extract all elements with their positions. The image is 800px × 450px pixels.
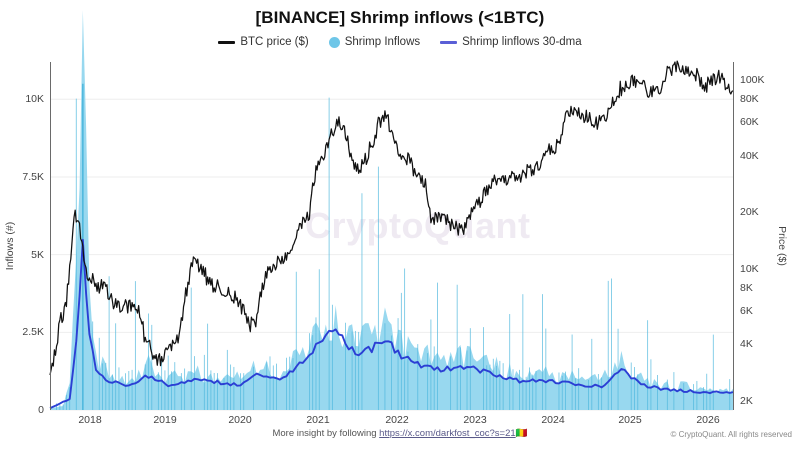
chart-title: [BINANCE] Shrimp inflows (<1BTC) xyxy=(255,8,545,27)
y-tick-right-2K: 2K xyxy=(740,395,753,408)
footer-link[interactable]: https://x.com/darkfost_coc?s=21 xyxy=(379,428,516,439)
y-tick-left-7_5K: 7.5K xyxy=(22,170,44,183)
x-tick-2023: 2023 xyxy=(463,414,487,426)
copyright-notice: © CryptoQuant. All rights reserved xyxy=(670,430,793,439)
y-tick-right-40K: 40K xyxy=(740,149,759,162)
footer-credit: More insight by following https://x.com/… xyxy=(0,428,800,439)
footer-flag-icon: 🇲🇱 xyxy=(515,428,528,439)
legend-item-btc-price[interactable]: BTC price ($) xyxy=(218,36,309,48)
y-tick-right-10K: 10K xyxy=(740,263,759,276)
series-shrimp-inflows-area xyxy=(50,10,733,410)
y-tick-right-4K: 4K xyxy=(740,338,753,351)
y-tick-right-8K: 8K xyxy=(740,281,753,294)
x-tick-2024: 2024 xyxy=(541,414,565,426)
legend-item-shrimp-inflows[interactable]: Shrimp Inflows xyxy=(328,36,421,48)
y-tick-left-2_5K: 2.5K xyxy=(22,326,44,339)
y-tick-left-5K: 5K xyxy=(31,248,44,261)
footer-prefix: More insight by following xyxy=(272,428,380,439)
y-tick-right-20K: 20K xyxy=(740,206,759,219)
legend-item-shrimp-30dma[interactable]: Shrimp linflows 30-dma xyxy=(440,36,582,48)
y-tick-right-6K: 6K xyxy=(740,305,753,318)
legend-line-swatch-30dma xyxy=(440,40,458,44)
legend-dot-swatch-inflows xyxy=(328,36,340,48)
y-tick-right-100K: 100K xyxy=(740,74,765,87)
y-axis-left-line xyxy=(50,62,52,410)
y-tick-left-0: 0 xyxy=(38,404,44,416)
chart-legend: BTC price ($) Shrimp Inflows Shrimp linf… xyxy=(0,36,800,48)
series-btc-price-line xyxy=(49,60,734,376)
y-axis-right-line xyxy=(733,62,735,410)
y-axis-left-title: Inflows (#) xyxy=(4,221,17,271)
legend-label-btc-price: BTC price ($) xyxy=(240,36,309,48)
legend-label-shrimp-30dma: Shrimp linflows 30-dma xyxy=(462,36,582,48)
y-tick-right-60K: 60K xyxy=(740,116,759,129)
series-shrimp-inflows-spikes xyxy=(56,83,731,410)
y-tick-left-10K: 10K xyxy=(25,93,44,106)
series-shrimp-30dma-line xyxy=(49,238,734,410)
legend-line-swatch-btc xyxy=(218,40,236,44)
x-tick-2020: 2020 xyxy=(228,414,252,426)
x-tick-2022: 2022 xyxy=(385,414,409,426)
x-tick-2019: 2019 xyxy=(153,414,177,426)
legend-label-shrimp-inflows: Shrimp Inflows xyxy=(344,36,421,48)
x-tick-2026: 2026 xyxy=(696,414,720,426)
x-tick-2021: 2021 xyxy=(306,414,330,426)
y-tick-right-80K: 80K xyxy=(740,92,759,105)
x-tick-2018: 2018 xyxy=(78,414,102,426)
y-axis-right-title: Price ($) xyxy=(775,226,788,266)
x-tick-2025: 2025 xyxy=(618,414,642,426)
